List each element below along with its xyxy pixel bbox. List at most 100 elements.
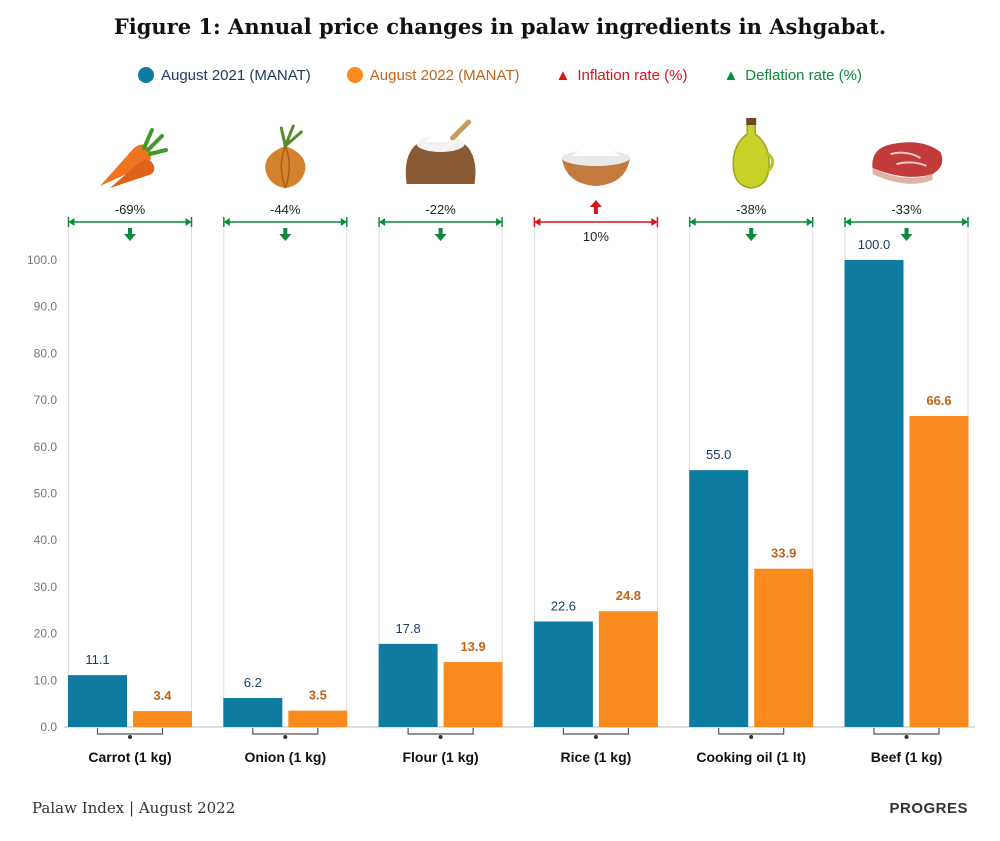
bar-2022: [754, 568, 814, 727]
data-label-2021: 17.8: [395, 621, 420, 636]
legend-swatch-2021: [137, 67, 154, 83]
change-label: -38%: [736, 202, 767, 217]
down-arrow-icon: [745, 228, 758, 241]
change-label: -22%: [425, 202, 456, 217]
category-label: Carrot (1 kg): [88, 749, 171, 765]
category-bracket: [96, 728, 164, 735]
y-tick-label: 80.0: [34, 346, 58, 360]
category-label: Beef (1 kg): [871, 749, 943, 765]
change-bracket-tip: [68, 218, 75, 226]
bracket-dot: [438, 735, 443, 739]
change-bracket-tip: [806, 218, 813, 226]
bar-2022: [598, 611, 658, 727]
data-label-2021: 100.0: [858, 237, 891, 252]
oil-bottle-icon: [732, 118, 775, 189]
bar-2022: [909, 415, 969, 727]
bracket-dot: [128, 735, 132, 739]
bracket-dot: [593, 735, 598, 739]
change-bracket-tip: [962, 218, 968, 226]
category-bracket: [718, 728, 785, 735]
y-tick-label: 60.0: [34, 440, 58, 454]
legend-label-deflation: Deflation rate (%): [745, 66, 863, 84]
data-label-2021: 55.0: [706, 447, 731, 462]
bar-2021: [689, 470, 749, 727]
y-tick-label: 70.0: [34, 393, 58, 407]
bar-2022: [288, 710, 348, 727]
down-arrow-icon: [279, 228, 292, 241]
data-label-2022: 24.8: [616, 588, 641, 603]
y-tick-label: 100.0: [27, 253, 57, 267]
y-tick-label: 50.0: [34, 487, 58, 501]
bracket-dot: [904, 735, 909, 739]
change-bracket-tip: [689, 218, 696, 226]
category-label: Cooking oil (1 lt): [696, 749, 806, 765]
deflation-triangle-icon: ▲: [723, 66, 739, 84]
up-arrow-icon: [589, 200, 602, 214]
chart-legend: August 2021 (MANAT) August 2022 (MANAT) …: [0, 62, 1000, 88]
category-label: Onion (1 kg): [244, 749, 326, 765]
inflation-triangle-icon: ▲: [555, 66, 571, 84]
y-tick-label: 20.0: [34, 627, 58, 641]
legend-item-2022: August 2022 (MANAT): [346, 66, 520, 84]
data-label-2021: 22.6: [551, 598, 576, 613]
category-label: Flour (1 kg): [402, 749, 478, 765]
bar-2021: [68, 675, 127, 727]
bar-2021: [223, 698, 283, 727]
legend-label-inflation: Inflation rate (%): [577, 66, 688, 84]
chart-title: Figure 1: Annual price changes in palaw …: [113, 14, 887, 39]
change-bracket-tip: [496, 218, 503, 226]
category-label: Rice (1 kg): [560, 749, 631, 765]
y-tick-label: 0.0: [40, 720, 57, 734]
data-label-2022: 33.9: [771, 546, 796, 561]
down-arrow-icon: [434, 228, 447, 241]
legend-swatch-2022: [346, 67, 363, 83]
onion-icon: [265, 124, 306, 189]
legend-label-2021: August 2021 (MANAT): [160, 66, 311, 84]
y-tick-label: 90.0: [34, 300, 58, 314]
y-tick-label: 10.0: [34, 673, 58, 687]
change-bracket-tip: [534, 218, 541, 226]
change-bracket-tip: [223, 218, 230, 226]
change-bracket-tip: [185, 218, 192, 226]
bracket-dot: [283, 735, 288, 739]
beef-steak-icon: [872, 142, 943, 184]
change-label: -33%: [891, 202, 922, 217]
bar-2022: [443, 662, 503, 727]
category-bracket: [562, 728, 629, 735]
rice-bowl-icon: [561, 146, 630, 186]
data-label-2022: 66.6: [926, 393, 951, 408]
down-arrow-icon: [124, 228, 136, 241]
source-note: Palaw Index | August 2022: [32, 799, 236, 817]
change-label: -44%: [270, 202, 301, 217]
data-label-2021: 6.2: [244, 675, 262, 690]
legend-item-2021: August 2021 (MANAT): [137, 66, 311, 84]
legend-label-2022: August 2022 (MANAT): [369, 66, 520, 84]
data-label-2022: 13.9: [460, 639, 485, 654]
brand-logo: PROGRES: [889, 800, 968, 817]
down-arrow-icon: [900, 228, 913, 241]
change-bracket-tip: [845, 218, 851, 226]
data-label-2022: 3.5: [309, 688, 327, 703]
category-bracket: [873, 728, 940, 735]
carrot-icon: [100, 128, 168, 188]
flour-sack-icon: [405, 119, 476, 184]
change-bracket-tip: [340, 218, 347, 226]
category-bracket: [407, 728, 474, 735]
bar-2021: [844, 260, 904, 727]
change-label: -69%: [115, 202, 146, 217]
y-tick-label: 30.0: [34, 580, 58, 594]
change-bracket-tip: [651, 218, 658, 226]
bar-2022: [133, 711, 192, 727]
category-bracket: [252, 728, 319, 735]
y-tick-label: 40.0: [34, 533, 58, 547]
bracket-dot: [749, 735, 754, 739]
bar-2021: [378, 643, 438, 727]
data-label-2022: 3.4: [153, 688, 172, 703]
data-label-2021: 11.1: [85, 652, 109, 667]
change-label: 10%: [583, 229, 609, 244]
legend-item-deflation: ▲ Deflation rate (%): [723, 67, 862, 84]
bar-2021: [533, 621, 593, 727]
change-bracket-tip: [379, 218, 386, 226]
legend-item-inflation: ▲ Inflation rate (%): [556, 67, 688, 84]
